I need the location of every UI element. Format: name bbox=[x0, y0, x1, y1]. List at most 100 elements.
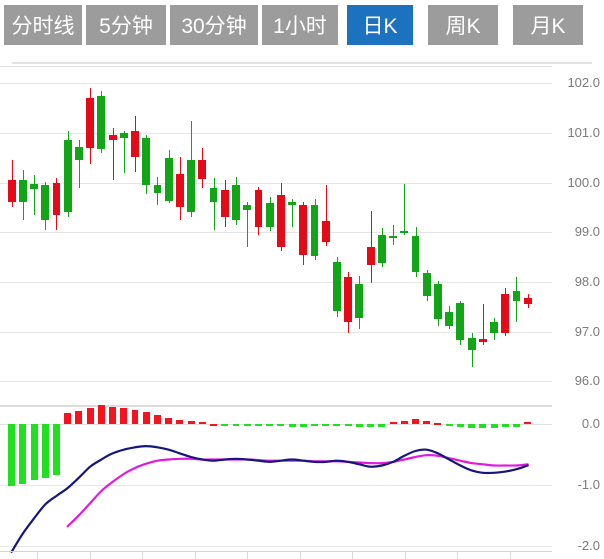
macd-bar bbox=[367, 424, 375, 428]
macd-bar bbox=[434, 423, 442, 425]
candle-body bbox=[377, 234, 386, 264]
macd-bar bbox=[412, 418, 419, 425]
macd-bar bbox=[198, 422, 206, 425]
x-axis-tick bbox=[142, 552, 143, 559]
price-axis-tick-label: 99.0 bbox=[574, 224, 600, 240]
macd-bar bbox=[165, 417, 173, 425]
candle-body bbox=[119, 133, 128, 138]
price-axis-tick-label: 101.0 bbox=[567, 125, 600, 140]
x-axis-tick bbox=[247, 552, 248, 559]
tab-30-minute[interactable]: 30分钟 bbox=[170, 5, 258, 45]
candle-wick bbox=[326, 185, 327, 247]
macd-bar bbox=[254, 424, 262, 427]
tabbar-divider bbox=[12, 62, 592, 64]
macd-bar bbox=[97, 405, 105, 425]
tab-minute-line[interactable]: 分时线 bbox=[4, 5, 82, 45]
candle-wick bbox=[247, 201, 248, 248]
candle-body bbox=[478, 338, 487, 343]
candlestick-chart[interactable] bbox=[0, 66, 552, 406]
macd-axis-tick-label: 0.0 bbox=[581, 416, 600, 432]
macd-bar bbox=[389, 421, 397, 425]
macd-bar bbox=[288, 424, 296, 427]
macd-chart[interactable] bbox=[0, 405, 552, 553]
candle-body bbox=[18, 180, 27, 203]
tab-weekly-k[interactable]: 周K bbox=[428, 5, 498, 45]
x-axis-tick bbox=[352, 552, 353, 559]
macd-bar bbox=[30, 424, 38, 481]
x-axis-tick bbox=[300, 552, 301, 559]
candle-body bbox=[512, 290, 521, 301]
candle-body bbox=[456, 302, 465, 341]
candle-body bbox=[467, 337, 476, 351]
macd-bar bbox=[479, 424, 487, 429]
x-axis-tick bbox=[457, 552, 458, 559]
price-gridline bbox=[0, 83, 552, 85]
macd-bar bbox=[501, 424, 509, 428]
tab-monthly-k[interactable]: 月K bbox=[513, 5, 583, 45]
macd-bar bbox=[355, 424, 363, 427]
macd-bar bbox=[187, 421, 195, 425]
price-gridline bbox=[0, 331, 552, 333]
price-axis-tick-label: 102.0 bbox=[567, 75, 600, 91]
candle-body bbox=[52, 182, 61, 215]
macd-bar bbox=[176, 419, 184, 425]
candle-wick bbox=[124, 130, 125, 173]
tab-1-hour[interactable]: 1小时 bbox=[262, 5, 338, 45]
candle-body bbox=[434, 284, 442, 320]
macd-bar bbox=[86, 408, 94, 425]
x-axis-line bbox=[0, 551, 552, 552]
macd-bar bbox=[513, 424, 520, 427]
candle-body bbox=[321, 221, 330, 243]
macd-bar bbox=[153, 414, 161, 425]
macd-bar bbox=[53, 424, 60, 476]
macd-bar bbox=[299, 424, 307, 427]
candle-body bbox=[276, 195, 285, 248]
candle-body bbox=[131, 130, 139, 157]
price-gridline bbox=[0, 133, 552, 134]
candle-body bbox=[400, 231, 409, 234]
candle-body bbox=[288, 201, 296, 205]
macd-bar bbox=[277, 424, 285, 427]
candle-body bbox=[243, 204, 252, 210]
panel-separator bbox=[0, 405, 552, 407]
tab-daily-k[interactable]: 日K bbox=[347, 5, 413, 45]
candle-body bbox=[490, 321, 498, 333]
macd-bar bbox=[311, 424, 318, 427]
candle-body bbox=[198, 160, 207, 179]
macd-axis-tick-label: -1.0 bbox=[577, 476, 600, 492]
candle-body bbox=[299, 204, 308, 255]
macd-gridline bbox=[0, 545, 552, 547]
candle-body bbox=[411, 236, 420, 272]
candle-body bbox=[63, 140, 72, 213]
x-axis-tick bbox=[195, 552, 196, 559]
price-gridline bbox=[0, 182, 552, 184]
candle-body bbox=[254, 190, 263, 228]
macd-bar bbox=[142, 412, 150, 425]
macd-bar bbox=[243, 424, 251, 427]
macd-bar bbox=[41, 424, 49, 478]
candle-body bbox=[187, 160, 196, 213]
price-axis-tick-label: 100.0 bbox=[567, 174, 600, 190]
x-axis-tick bbox=[405, 552, 406, 559]
candle-body bbox=[232, 185, 240, 220]
candle-wick bbox=[292, 198, 293, 228]
candle-wick bbox=[393, 224, 394, 245]
macd-bar bbox=[423, 421, 431, 425]
candle-body bbox=[164, 157, 173, 202]
price-axis-tick-label: 97.0 bbox=[574, 323, 600, 339]
macd-bar bbox=[120, 408, 128, 425]
candle-body bbox=[142, 137, 151, 186]
candle-wick bbox=[483, 304, 484, 346]
candle-wick bbox=[79, 140, 80, 188]
candle-body bbox=[344, 276, 353, 322]
macd-bar bbox=[445, 424, 453, 427]
macd-bar bbox=[490, 424, 498, 428]
candle-body bbox=[30, 183, 38, 189]
candle-wick bbox=[113, 128, 114, 181]
macd-bar bbox=[266, 424, 274, 427]
macd-bar bbox=[64, 413, 72, 425]
candle-body bbox=[265, 203, 274, 228]
macd-axis-tick-label: -2.0 bbox=[577, 537, 600, 553]
candle-body bbox=[501, 294, 510, 333]
tab-5-minute[interactable]: 5分钟 bbox=[86, 5, 166, 45]
